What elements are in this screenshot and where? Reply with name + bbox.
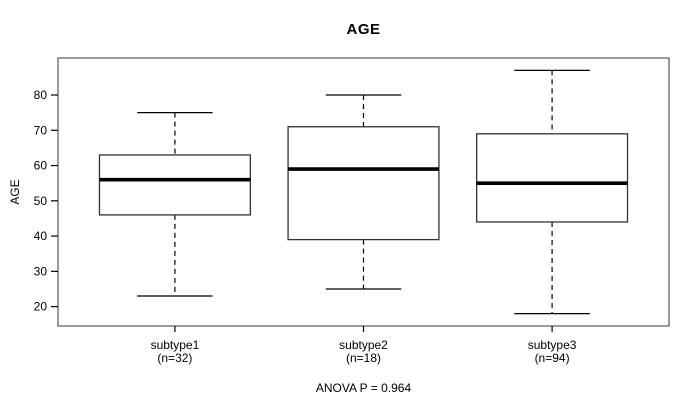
y-tick-label: 70 (34, 123, 48, 137)
x-axis-n-label: (n=32) (157, 351, 192, 365)
iqr-box (287, 126, 440, 241)
y-tick-label: 50 (34, 194, 48, 208)
iqr-box (475, 133, 629, 223)
y-tick-label: 30 (34, 264, 48, 278)
x-axis-label: subtype3 (528, 338, 577, 352)
chart-title: AGE (346, 21, 381, 38)
anova-p-annotation: ANOVA P = 0.964 (315, 381, 412, 395)
x-axis-label: subtype1 (151, 338, 200, 352)
y-tick-label: 60 (34, 159, 48, 173)
x-axis-n-label: (n=94) (535, 351, 570, 365)
y-tick-label: 20 (34, 300, 48, 314)
y-tick-label: 40 (34, 229, 48, 243)
iqr-box (98, 154, 252, 216)
y-tick-label: 80 (34, 88, 48, 102)
x-axis-label: subtype2 (339, 338, 388, 352)
x-axis-n-label: (n=18) (346, 351, 381, 365)
